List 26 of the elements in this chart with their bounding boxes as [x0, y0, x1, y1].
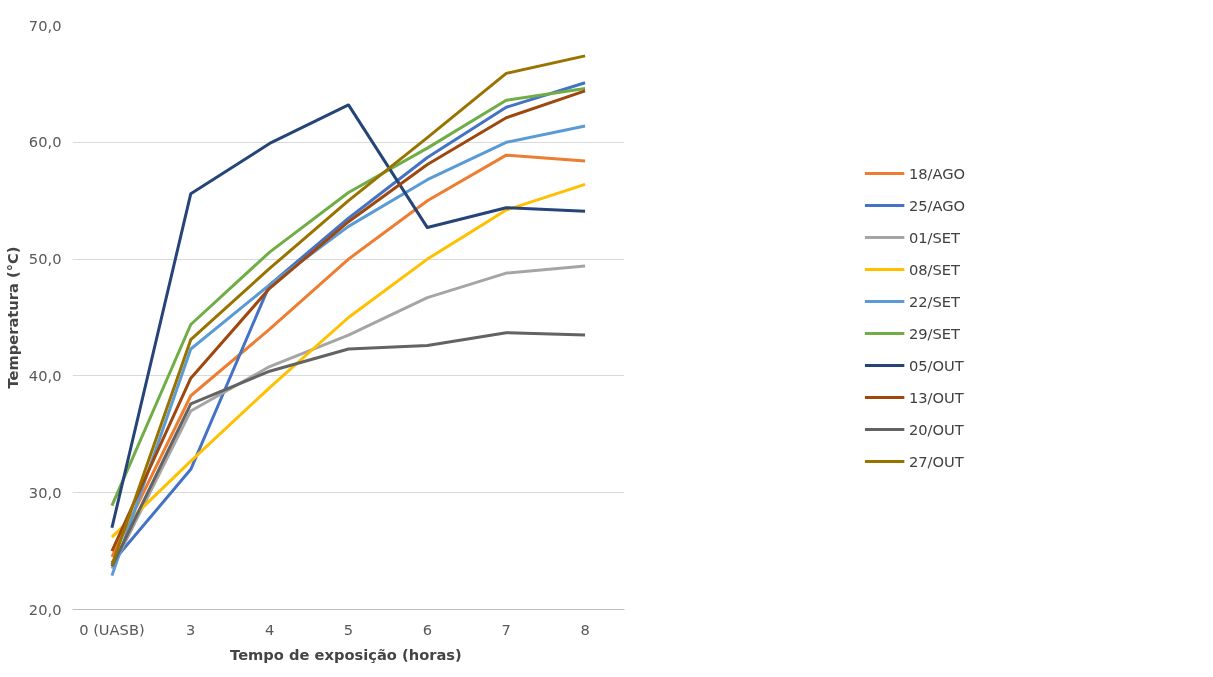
x-tick-label: 7 — [501, 620, 511, 638]
legend-label: 27/OUT — [908, 452, 964, 470]
x-tick-label: 4 — [264, 620, 275, 638]
legend-label: 08/SET — [908, 260, 960, 278]
y-tick-label: 70,0 — [28, 16, 62, 34]
legend-label: 18/AGO — [908, 164, 966, 182]
y-tick-label: 60,0 — [28, 133, 62, 151]
y-axis-title: Temperatura (°C) — [3, 246, 21, 389]
x-tick-label: 3 — [186, 620, 196, 638]
x-tick-label: 8 — [580, 620, 590, 638]
legend-label: 22/SET — [908, 292, 960, 310]
x-axis-title: Tempo de exposição (horas) — [230, 645, 462, 663]
x-tick-label: 6 — [422, 620, 433, 638]
legend-label: 13/OUT — [908, 388, 964, 406]
legend-label: 01/SET — [908, 228, 960, 246]
legend-label: 25/AGO — [908, 196, 966, 214]
y-tick-label: 20,0 — [28, 600, 62, 618]
line-series — [110, 331, 587, 568]
x-tick-label: 0 (UASB) — [79, 620, 145, 638]
y-tick-label: 50,0 — [28, 250, 62, 268]
y-tick-label: 40,0 — [28, 366, 62, 384]
legend-label: 20/OUT — [908, 420, 964, 438]
legend-label: 05/OUT — [908, 356, 964, 374]
y-tick-label: 30,0 — [28, 483, 62, 501]
legend-label: 29/SET — [908, 324, 960, 342]
x-tick-label: 5 — [343, 620, 354, 638]
